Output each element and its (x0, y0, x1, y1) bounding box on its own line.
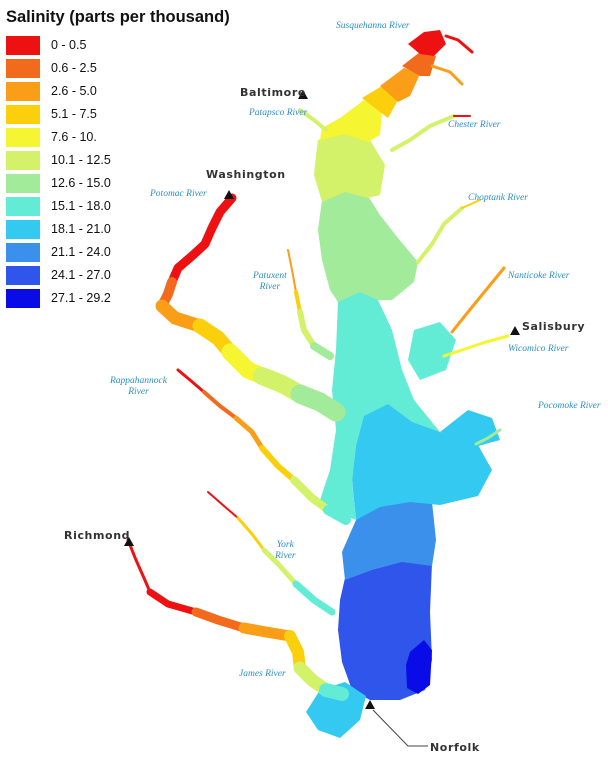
city-label-washington: Washington (206, 168, 286, 181)
legend-swatch (6, 36, 40, 55)
nanticoke-river (450, 266, 506, 334)
legend-label: 15.1 - 18.0 (51, 199, 111, 213)
legend-label: 10.1 - 12.5 (51, 153, 111, 167)
susquehanna-river (444, 34, 474, 54)
legend-label: 24.1 - 27.0 (51, 268, 111, 282)
legend: Salinity (parts per thousand) 0 - 0.5 0.6… (6, 8, 246, 312)
baltimore-marker-icon (298, 90, 308, 99)
bay-zone-10-12 (314, 132, 385, 202)
bay-zone-0-0 (408, 30, 446, 56)
choptank-river-upper (461, 199, 481, 209)
james-river (126, 538, 349, 701)
bay-zone-27-29 (406, 640, 432, 694)
tangier-sound (440, 410, 500, 446)
legend-row: 12.6 - 15.0 (6, 174, 246, 197)
city-label-norfolk: Norfolk (430, 741, 480, 754)
richmond-marker-icon (124, 537, 134, 546)
bay-zone-15-18 (320, 290, 440, 520)
legend-row: 0.6 - 2.5 (6, 59, 246, 82)
legend-label: 12.6 - 15.0 (51, 176, 111, 190)
patapsco-river (298, 108, 328, 132)
legend-label: 2.6 - 5.0 (51, 84, 97, 98)
river-label-york: York River (275, 540, 296, 562)
legend-row: 10.1 - 12.5 (6, 151, 246, 174)
legend-label: 5.1 - 7.5 (51, 107, 97, 121)
legend-swatch (6, 289, 40, 308)
river-label-potomac: Potomac River (150, 189, 207, 199)
patuxent-river (287, 249, 334, 360)
river-label-patuxent: Patuxent River (253, 271, 287, 293)
city-label-salisbury: Salisbury (522, 320, 586, 333)
washington-marker-icon (224, 190, 234, 199)
legend-row: 18.1 - 21.0 (6, 220, 246, 243)
legend-row: 27.1 - 29.2 (6, 289, 246, 312)
potomac-river (155, 193, 346, 422)
legend-label: 0 - 0.5 (51, 38, 87, 52)
wicomico-river (442, 334, 510, 358)
legend-swatch (6, 220, 40, 239)
norfolk-harbor (306, 682, 366, 738)
legend-swatch (6, 174, 40, 193)
choptank-river (416, 206, 464, 264)
salisbury-marker-icon (510, 326, 520, 335)
legend-row: 0 - 0.5 (6, 36, 246, 59)
bay-zone-21-24 (342, 500, 436, 580)
river-label-susquehanna: Susquehanna River (336, 21, 410, 31)
legend-swatch (6, 197, 40, 216)
legend-label: 27.1 - 29.2 (51, 291, 111, 305)
legend-swatch (6, 59, 40, 78)
river-label-york-line2: River (275, 551, 296, 561)
river-label-wicomico: Wicomico River (508, 344, 569, 354)
river-label-nanticoke: Nanticoke River (508, 271, 570, 281)
elk-river (430, 64, 464, 86)
legend-row: 15.1 - 18.0 (6, 197, 246, 220)
legend-label: 0.6 - 2.5 (51, 61, 97, 75)
river-label-pocomoke: Pocomoke River (538, 401, 601, 411)
river-label-patapsco: Patapsco River (249, 108, 308, 118)
legend-row: 2.6 - 5.0 (6, 82, 246, 105)
bay-zone-2-5 (380, 68, 420, 102)
legend-list: 0 - 0.5 0.6 - 2.5 2.6 - 5.0 5.1 - 7.5 7.6 - … (6, 36, 246, 312)
legend-swatch (6, 266, 40, 285)
legend-swatch (6, 105, 40, 124)
legend-row: 21.1 - 24.0 (6, 243, 246, 266)
bay-zone-12-15 (318, 190, 418, 302)
legend-row: 24.1 - 27.0 (6, 266, 246, 289)
chester-river (390, 114, 456, 152)
river-label-patuxent-line1: Patuxent (253, 271, 287, 281)
river-label-rappahannock-line2: River (128, 387, 149, 397)
legend-row: 7.6 - 10. (6, 128, 246, 151)
city-label-richmond: Richmond (64, 529, 131, 542)
legend-swatch (6, 151, 40, 170)
river-label-james: James River (239, 669, 286, 679)
river-label-chester: Chester River (448, 120, 501, 130)
eastern-shore-inlets (408, 322, 456, 380)
rappahannock-river (176, 368, 351, 525)
eastern-rivers (298, 34, 510, 446)
bay-zone-7-10 (320, 100, 382, 142)
legend-swatch (6, 243, 40, 262)
legend-swatch (6, 82, 40, 101)
norfolk-marker-icon (365, 700, 375, 709)
pocomoke-river (474, 428, 502, 446)
city-label-baltimore: Baltimore (240, 86, 306, 99)
legend-label: 21.1 - 24.0 (51, 245, 111, 259)
legend-row: 5.1 - 7.5 (6, 105, 246, 128)
bay-zone-18-21 (352, 402, 492, 520)
legend-swatch (6, 128, 40, 147)
legend-title: Salinity (parts per thousand) (6, 8, 230, 26)
river-label-choptank: Choptank River (468, 193, 528, 203)
river-label-rappahannock-line1: Rappahannock (110, 376, 167, 386)
river-label-york-line1: York (276, 540, 294, 550)
main-bay (306, 30, 500, 738)
river-label-rappahannock: Rappahannock River (110, 376, 167, 398)
river-label-patuxent-line2: River (259, 282, 281, 292)
york-river (207, 491, 336, 616)
legend-label: 7.6 - 10. (51, 130, 97, 144)
bay-zone-0-2 (402, 52, 436, 76)
legend-label: 18.1 - 21.0 (51, 222, 111, 236)
